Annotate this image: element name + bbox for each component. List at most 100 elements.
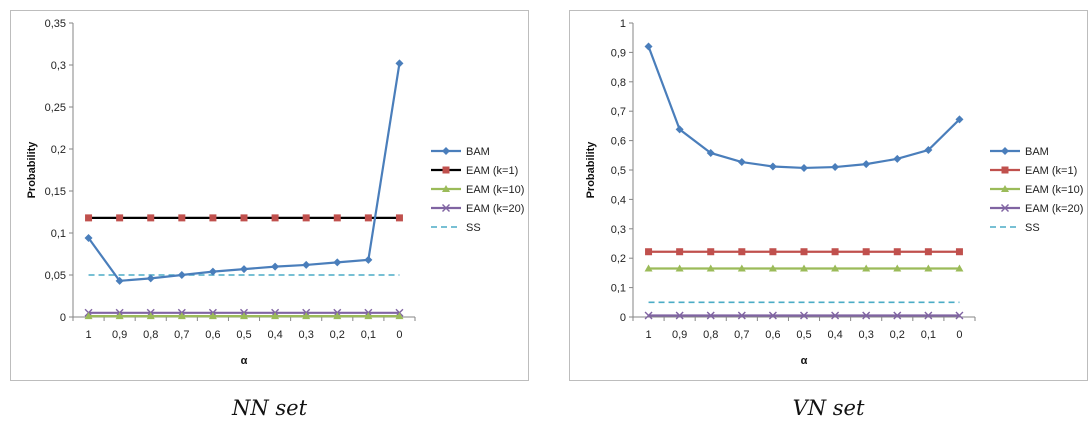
- series-eam-k-1-point: [395, 214, 403, 222]
- x-tick-label: 0,2: [890, 329, 905, 341]
- series-eam-k-20-point: [831, 311, 840, 320]
- legend-eam-k-1-marker: [442, 166, 450, 174]
- x-tick-label: 0,8: [703, 329, 718, 341]
- series-eam-k-1-point: [676, 248, 684, 256]
- x-tick-label: 0,4: [267, 329, 282, 341]
- series-bam-point: [644, 42, 653, 51]
- y-tick-label: 0: [60, 312, 66, 324]
- series-bam-line: [647, 46, 961, 170]
- caption-nn-set: NN set: [231, 396, 308, 420]
- x-tick-label: 0,6: [205, 329, 220, 341]
- x-tick-label: 1: [85, 329, 91, 341]
- series-eam-k-20-point: [955, 311, 964, 320]
- y-axis-title: Probability: [26, 141, 38, 199]
- y-tick-label: 0,1: [51, 228, 66, 240]
- series-bam-point: [955, 115, 964, 124]
- series-eam-k-10-point: [333, 312, 342, 320]
- y-tick-label: 0,05: [45, 270, 66, 282]
- series-eam-k-1-point: [645, 248, 653, 256]
- x-tick-label: 0,3: [859, 329, 874, 341]
- y-axis-title: Probability: [585, 141, 597, 199]
- series-eam-k-10-point: [302, 312, 311, 320]
- y-tick-label: 0,5: [611, 165, 626, 177]
- x-tick-label: 0: [956, 329, 962, 341]
- chart-panel-vn: 0 0,1 0,2 0,3 0,4 0,5 0,6 0,7 0,8 0,9 1 1 0,9 0,8 0,7 0…: [569, 10, 1088, 381]
- x-tick-label: 0,3: [299, 329, 314, 341]
- x-tick-label: 0,7: [174, 329, 189, 341]
- y-tick-label: 0,25: [45, 102, 66, 114]
- series-bam-point: [271, 262, 280, 271]
- series-bam-point: [115, 276, 124, 285]
- series-eam-k-20-point: [924, 311, 933, 320]
- legend-eam-k-10-label: EAM (k=10): [466, 184, 524, 196]
- series-eam-k-1-point: [707, 248, 715, 256]
- legend-bam-marker: [1001, 147, 1009, 155]
- series-bam-point: [675, 125, 684, 134]
- chart-panel-nn: 0 0,05 0,1 0,15 0,2 0,25 0,3 0,35 1 0,9 0,8 0,7 0,6 0…: [10, 10, 529, 381]
- legend-ss-label: SS: [1025, 222, 1040, 234]
- x-tick-label: 0,1: [921, 329, 936, 341]
- series-bam-point: [768, 162, 777, 171]
- y-tick-label: 0,7: [611, 106, 626, 118]
- x-tick-label: 1: [645, 329, 651, 341]
- series-bam-point: [706, 148, 715, 157]
- series-bam-point: [737, 158, 746, 167]
- y-tick-label: 0: [620, 312, 626, 324]
- x-axis-title: α: [241, 355, 248, 367]
- series-eam-k-20-point: [862, 311, 871, 320]
- series-bam-point: [240, 265, 248, 274]
- series-eam-k-10-point: [675, 264, 684, 272]
- series-eam-k-1-point: [178, 214, 186, 222]
- series-eam-k-1-point: [333, 214, 341, 222]
- series-bam-point: [302, 260, 311, 269]
- legend-eam-k-10-label: EAM (k=10): [1025, 184, 1083, 196]
- series-eam-k-1-point: [302, 214, 310, 222]
- series-eam-k-10-point: [84, 312, 93, 320]
- series-eam-k-10-point: [893, 264, 902, 272]
- series-eam-k-20-point: [706, 311, 715, 320]
- y-tick-label: 0,2: [611, 253, 626, 265]
- y-tick-label: 0,6: [611, 136, 626, 148]
- legend-bam-label: BAM: [1025, 146, 1049, 158]
- legend-eam-k-1-marker: [1001, 166, 1009, 174]
- series-eam-k-1-point: [955, 248, 963, 256]
- series-bam-point: [84, 234, 93, 243]
- series-eam-k-1-point: [271, 214, 279, 222]
- legend-eam-k-20-label: EAM (k=20): [466, 203, 524, 215]
- series-eam-k-1-point: [116, 214, 124, 222]
- y-tick-label: 1: [620, 18, 626, 30]
- x-axis-title: α: [801, 355, 808, 367]
- series-eam-k-10-point: [146, 312, 155, 320]
- legend-eam-k-20-label: EAM (k=20): [1025, 203, 1083, 215]
- legend-bam-label: BAM: [466, 146, 490, 158]
- series-eam-k-20-point: [768, 311, 777, 320]
- series-bam-point: [893, 154, 902, 163]
- series-eam-k-10-point: [177, 312, 186, 320]
- series-eam-k-10-point: [644, 264, 653, 272]
- series-bam-point: [395, 59, 404, 68]
- legend-eam-k-20-marker: [1001, 204, 1009, 212]
- legend-bam-marker: [442, 147, 450, 155]
- series-bam-point: [177, 271, 186, 279]
- series-eam-k-1-point: [862, 248, 870, 256]
- y-tick-label: 0,2: [51, 144, 66, 156]
- x-tick-label: 0,8: [143, 329, 158, 341]
- series-eam-k-20-point: [893, 311, 902, 320]
- caption-vn-set: VN set: [792, 396, 865, 420]
- x-tick-label: 0,5: [236, 329, 251, 341]
- legend-eam-k-10-marker: [1001, 185, 1009, 192]
- x-tick-label: 0,6: [765, 329, 780, 341]
- series-bam-line: [87, 63, 401, 283]
- x-tick-label: 0,7: [734, 329, 749, 341]
- x-tick-label: 0,9: [112, 329, 127, 341]
- series-eam-k-1-point: [924, 248, 932, 256]
- y-tick-label: 0,1: [611, 283, 626, 295]
- y-tick-label: 0,9: [611, 47, 626, 59]
- series-eam-k-1-point: [831, 248, 839, 256]
- series-eam-k-10-point: [800, 264, 808, 272]
- y-tick-label: 0,3: [51, 60, 66, 72]
- series-bam-point: [146, 274, 155, 283]
- series-eam-k-1-point: [209, 214, 217, 222]
- series-eam-k-1-point: [85, 214, 93, 222]
- y-tick-label: 0,35: [45, 18, 66, 30]
